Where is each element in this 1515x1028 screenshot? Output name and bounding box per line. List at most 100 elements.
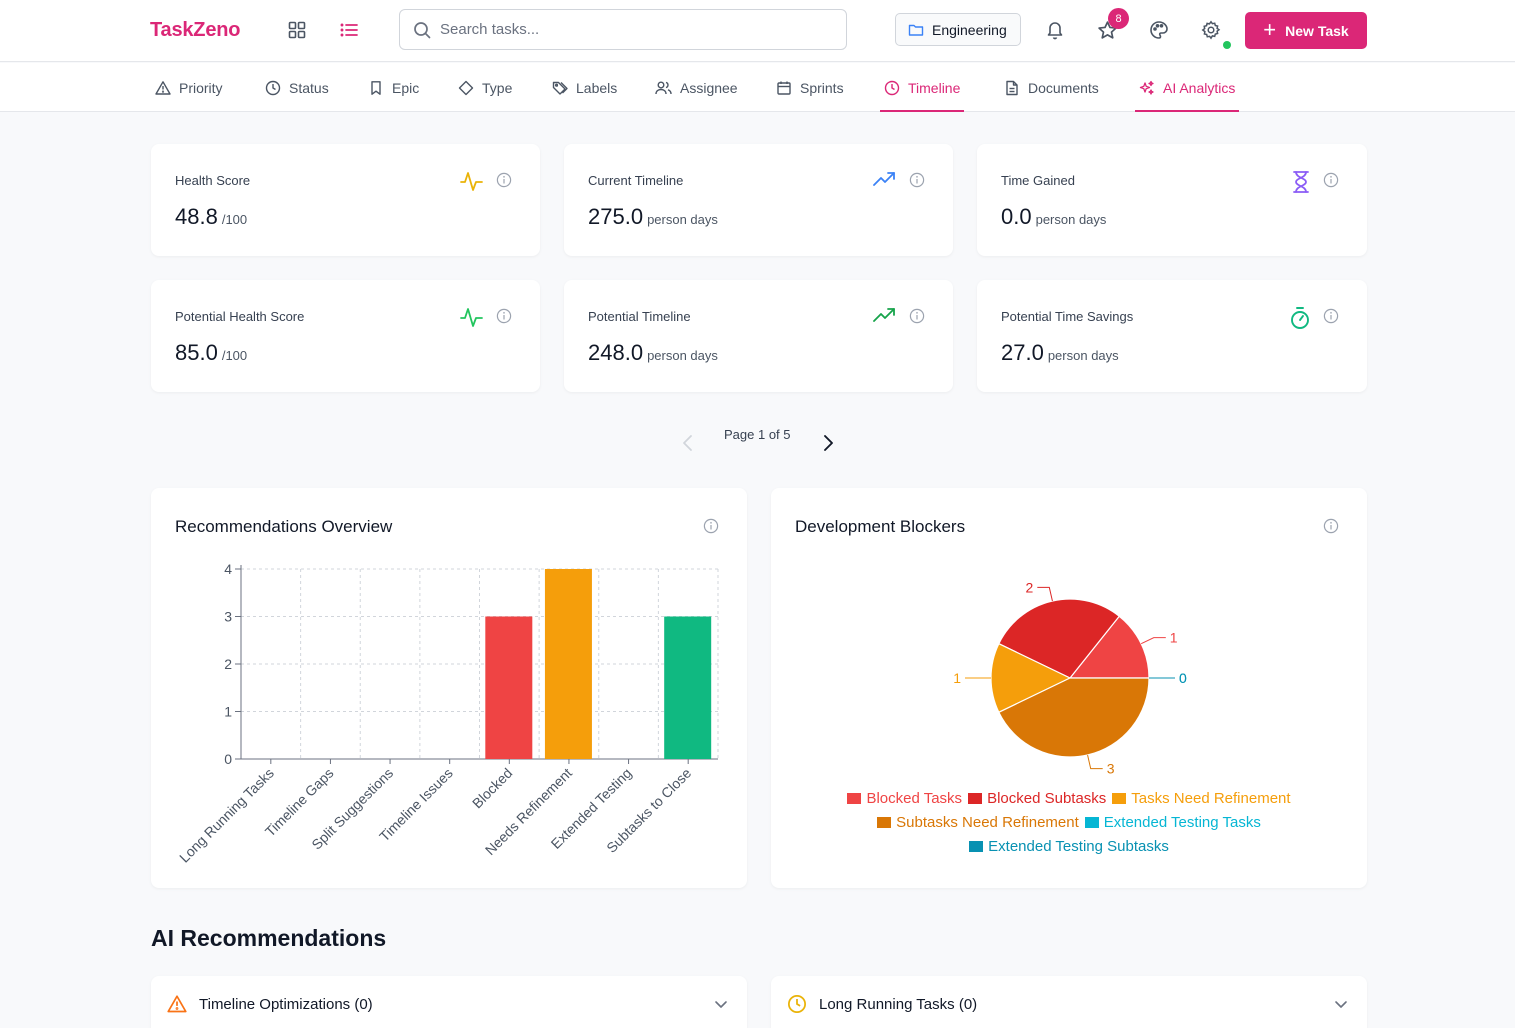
pie-legend-row-1: Blocked Tasks Blocked Subtasks Tasks Need … <box>771 790 1367 808</box>
page-indicator: Page 1 of 5 <box>724 427 791 442</box>
info-icon[interactable] <box>909 172 925 188</box>
pie-value-label: 0 <box>1179 670 1187 686</box>
users-icon <box>655 81 672 94</box>
search-box[interactable] <box>399 9 847 50</box>
tab-timeline[interactable]: Timeline <box>880 63 965 112</box>
clock-icon <box>788 995 806 1013</box>
new-task-label: New Task <box>1285 22 1349 39</box>
info-icon[interactable] <box>909 308 925 324</box>
bar[interactable] <box>544 569 592 759</box>
legend-swatch <box>968 793 983 804</box>
tab-label: Type <box>482 79 513 96</box>
tab-labels[interactable]: Labels <box>552 63 617 112</box>
recommendations-overview-card: Recommendations Overview 0 1 2 3 4 Long Runni… <box>151 488 747 888</box>
legend-item[interactable]: Subtasks Need Refinement <box>877 814 1079 831</box>
y-tick-label: 1 <box>224 704 232 720</box>
pie-value-label: 1 <box>1170 630 1178 646</box>
tab-assignee[interactable]: Assignee <box>655 63 738 112</box>
grid-view-button[interactable] <box>285 18 309 42</box>
legend-item[interactable]: Extended Testing Subtasks <box>969 838 1169 855</box>
tab-label: AI Analytics <box>1163 79 1236 96</box>
activity-icon <box>460 308 483 327</box>
bar[interactable] <box>664 616 712 760</box>
info-icon[interactable] <box>1323 172 1339 188</box>
info-icon[interactable] <box>496 308 512 324</box>
legend-label: Extended Testing Subtasks <box>988 838 1169 855</box>
settings-button[interactable] <box>1198 17 1224 43</box>
metric-value: 85.0/100 <box>175 340 248 365</box>
new-task-button[interactable]: + New Task <box>1245 12 1367 49</box>
warning-triangle-icon <box>155 80 171 95</box>
legend-item[interactable]: Tasks Need Refinement <box>1112 790 1291 807</box>
bar[interactable] <box>485 616 533 760</box>
tags-icon <box>552 81 568 95</box>
metric-card-potential-health-score: Potential Health Score 85.0/100 <box>151 280 540 392</box>
grid-icon <box>288 21 306 39</box>
metric-label: Potential Health Score <box>175 309 305 324</box>
tab-status[interactable]: Status <box>265 63 329 112</box>
metric-unit: /100 <box>221 348 248 363</box>
warning-triangle-icon <box>167 995 187 1013</box>
search-input[interactable] <box>440 21 830 38</box>
tab-label: Epic <box>392 79 420 96</box>
pie-leader-line <box>1037 586 1053 602</box>
legend-item[interactable]: Blocked Subtasks <box>968 790 1106 807</box>
info-icon[interactable] <box>703 518 719 534</box>
clock-icon <box>884 80 900 95</box>
metric-label: Potential Time Savings <box>1001 309 1134 324</box>
metric-unit: person days <box>647 348 718 363</box>
metric-unit: person days <box>1047 348 1119 363</box>
metric-label: Health Score <box>175 173 251 188</box>
info-icon[interactable] <box>1323 308 1339 324</box>
list-view-button[interactable] <box>337 18 361 42</box>
tab-priority[interactable]: Priority <box>155 63 223 112</box>
view-tabs: Priority Status Epic Type Labels Assigne… <box>0 63 1515 112</box>
x-tick-label: Long Running Tasks <box>176 765 277 866</box>
y-tick-label: 4 <box>224 561 232 577</box>
palette-icon <box>1150 21 1168 39</box>
brand-logo[interactable]: TaskZeno <box>150 19 241 41</box>
metric-unit: /100 <box>221 212 248 227</box>
metric-label: Time Gained <box>1001 173 1075 188</box>
theme-button[interactable] <box>1146 17 1172 43</box>
y-tick-label: 2 <box>224 656 232 672</box>
previous-page-button[interactable] <box>680 434 696 452</box>
tab-sprints[interactable]: Sprints <box>776 63 844 112</box>
info-icon[interactable] <box>496 172 512 188</box>
list-icon <box>340 23 358 37</box>
legend-label: Subtasks Need Refinement <box>896 814 1079 831</box>
clock-icon <box>265 80 281 95</box>
legend-label: Extended Testing Tasks <box>1103 814 1261 831</box>
tab-type[interactable]: Type <box>458 63 512 112</box>
metric-value: 248.0 person days <box>588 340 718 365</box>
next-page-button[interactable] <box>820 434 836 452</box>
sparkles-icon <box>1139 80 1154 95</box>
metric-value: 275.0 person days <box>588 204 718 229</box>
tab-documents[interactable]: Documents <box>1004 63 1099 112</box>
project-selector[interactable]: Engineering <box>895 13 1021 46</box>
metric-label: Potential Timeline <box>588 309 691 324</box>
notifications-button[interactable] <box>1042 17 1068 43</box>
tab-ai-analytics[interactable]: AI Analytics <box>1135 63 1240 112</box>
info-icon[interactable] <box>1323 518 1339 534</box>
top-header: TaskZeno Engineering 8 <box>0 0 1515 62</box>
plus-icon: + <box>1263 16 1277 42</box>
chevron-down-icon[interactable] <box>713 996 729 1012</box>
pie-slice[interactable] <box>998 677 1150 758</box>
legend-item[interactable]: Blocked Tasks <box>847 790 962 807</box>
pie-value-label: 1 <box>953 670 961 686</box>
chevron-down-icon[interactable] <box>1333 996 1349 1012</box>
y-tick-label: 0 <box>224 751 232 767</box>
legend-swatch <box>1084 817 1099 828</box>
accordion-long-running-tasks[interactable]: Long Running Tasks (0) <box>771 976 1367 1028</box>
legend-swatch <box>1112 793 1127 804</box>
legend-item[interactable]: Extended Testing Tasks <box>1084 814 1261 831</box>
accordion-timeline-optimizations[interactable]: Timeline Optimizations (0) <box>151 976 747 1028</box>
metric-value: 27.0 person days <box>1001 340 1119 365</box>
tab-label: Status <box>289 79 329 96</box>
tab-epic[interactable]: Epic <box>368 63 419 112</box>
bell-icon <box>1047 22 1063 40</box>
hourglass-icon <box>1293 171 1309 193</box>
